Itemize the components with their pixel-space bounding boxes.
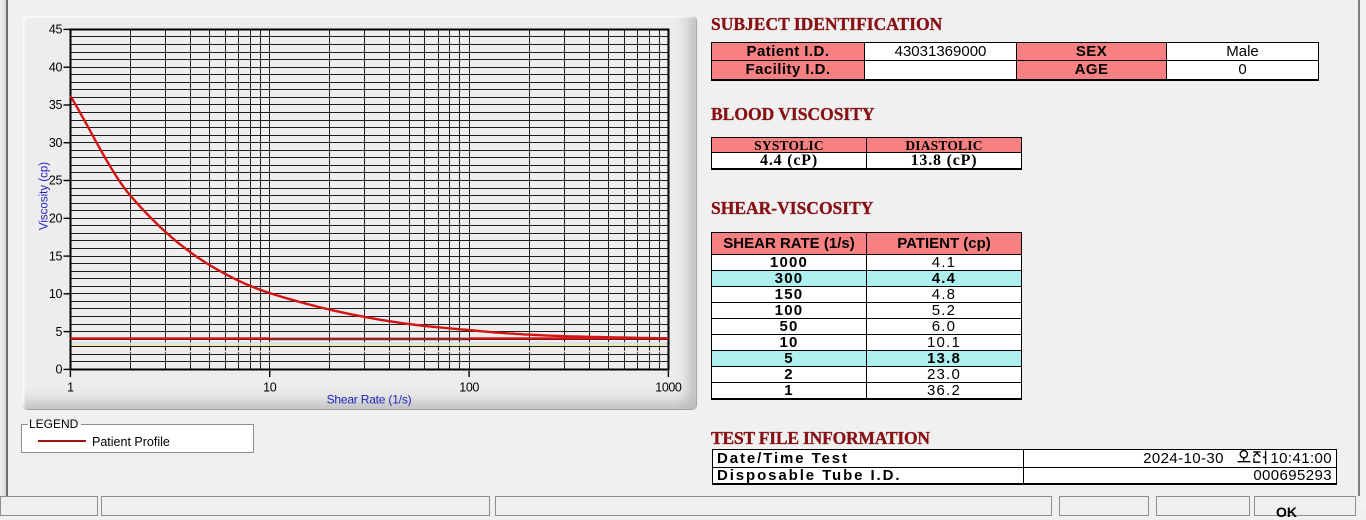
svg-text:0: 0 [55,363,62,377]
svg-text:1: 1 [67,381,74,395]
svg-text:35: 35 [49,98,63,112]
svg-text:45: 45 [49,23,63,37]
svg-text:20: 20 [49,212,63,226]
svg-text:25: 25 [49,174,63,188]
svg-text:Viscosity (cp): Viscosity (cp) [39,162,51,230]
svg-text:30: 30 [49,136,63,150]
svg-text:1000: 1000 [655,381,682,395]
svg-text:Shear Rate (1/s): Shear Rate (1/s) [327,393,412,407]
svg-text:100: 100 [459,381,479,395]
svg-text:10: 10 [263,381,277,395]
svg-text:5: 5 [55,325,62,339]
svg-text:10: 10 [49,287,63,301]
svg-text:40: 40 [49,60,63,74]
svg-text:15: 15 [49,249,63,263]
